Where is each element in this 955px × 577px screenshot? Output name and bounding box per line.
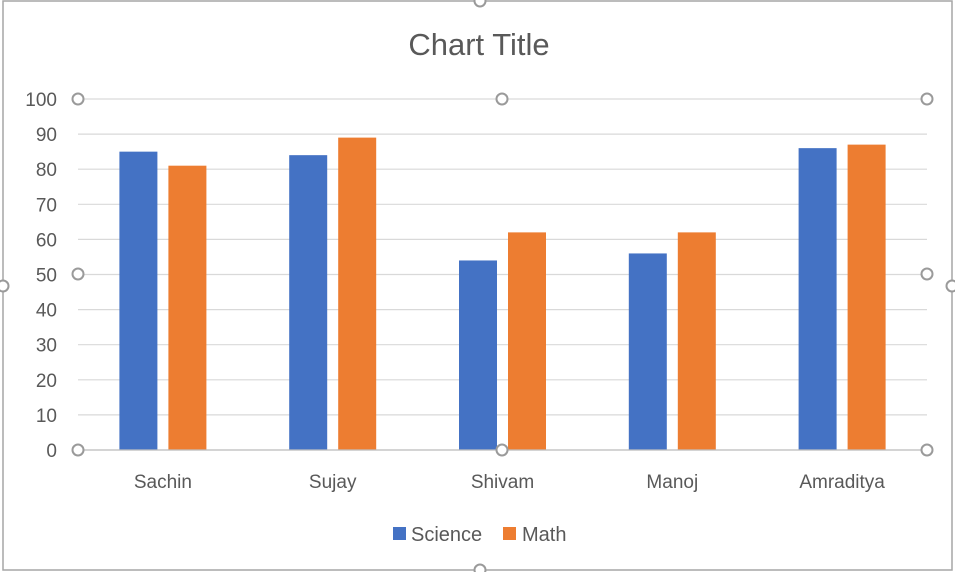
legend-label-math: Math <box>522 524 566 546</box>
bar-math-amraditya[interactable] <box>848 145 886 450</box>
bar-science-manoj[interactable] <box>629 253 667 450</box>
y-tick-label: 90 <box>36 125 57 146</box>
bar-math-sujay[interactable] <box>338 138 376 450</box>
legend-swatch-science <box>393 527 406 540</box>
resize-handle[interactable] <box>73 269 84 280</box>
y-tick-label: 0 <box>46 441 57 462</box>
y-tick-label: 10 <box>36 406 57 427</box>
y-tick-label: 80 <box>36 160 57 181</box>
bar-science-sachin[interactable] <box>119 152 157 450</box>
y-tick-label: 70 <box>36 195 57 216</box>
resize-handle[interactable] <box>497 94 508 105</box>
legend-label-science: Science <box>411 524 482 546</box>
y-tick-label: 20 <box>36 371 57 392</box>
bar-math-manoj[interactable] <box>678 232 716 450</box>
bar-science-shivam[interactable] <box>459 260 497 450</box>
resize-handle[interactable] <box>475 565 486 573</box>
resize-handle[interactable] <box>73 94 84 105</box>
chart-title[interactable]: Chart Title <box>408 27 549 62</box>
resize-handle[interactable] <box>73 445 84 456</box>
bar-science-amraditya[interactable] <box>799 148 837 450</box>
y-tick-label: 50 <box>36 266 57 287</box>
resize-handle[interactable] <box>497 445 508 456</box>
y-tick-label: 60 <box>36 230 57 251</box>
y-tick-label: 40 <box>36 301 57 322</box>
resize-handle[interactable] <box>947 281 955 292</box>
bar-science-sujay[interactable] <box>289 155 327 450</box>
legend-swatch-math <box>503 527 516 540</box>
x-tick-label: Shivam <box>471 472 534 493</box>
resize-handle[interactable] <box>475 0 486 7</box>
bar-math-sachin[interactable] <box>168 166 206 450</box>
resize-handle[interactable] <box>922 269 933 280</box>
x-tick-label: Amraditya <box>799 472 885 493</box>
legend[interactable]: Science Math <box>393 524 566 546</box>
y-tick-label: 30 <box>36 336 57 357</box>
x-tick-label: Sujay <box>309 472 357 493</box>
x-tick-label: Sachin <box>134 472 192 493</box>
resize-handle[interactable] <box>922 445 933 456</box>
bar-math-shivam[interactable] <box>508 232 546 450</box>
resize-handle[interactable] <box>0 281 9 292</box>
y-tick-label: 100 <box>25 90 57 111</box>
x-tick-label: Manoj <box>646 472 698 493</box>
resize-handle[interactable] <box>922 94 933 105</box>
